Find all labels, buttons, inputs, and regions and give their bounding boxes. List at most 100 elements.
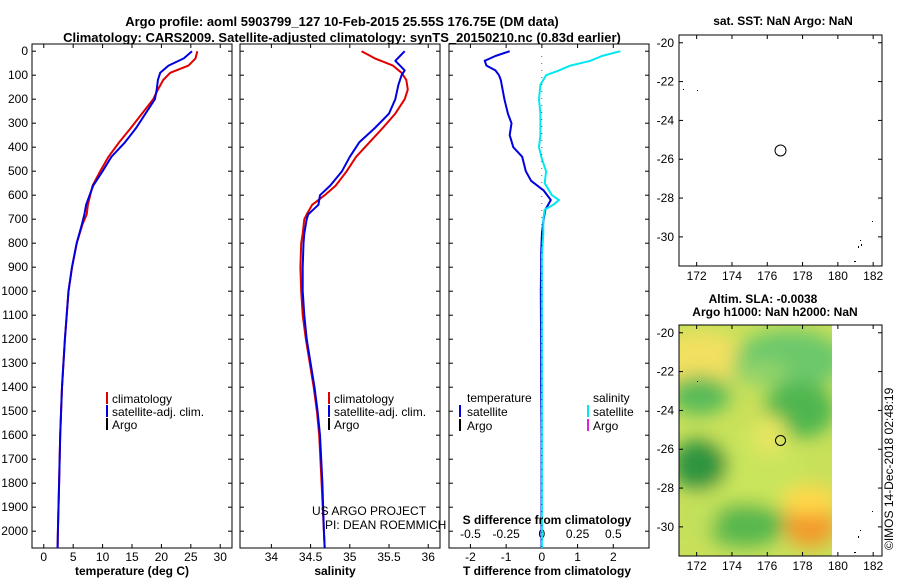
map-x-tick-label: 180 (828, 269, 848, 283)
map-y-tick-label: -28 (657, 191, 675, 205)
legend-salinity-heading: salinity (593, 391, 630, 405)
figure-title-line2: Climatology: CARS2009. Satellite-adjuste… (63, 30, 621, 45)
s-diff-tick-label: -0.25 (492, 527, 520, 541)
climatology-line (299, 50, 409, 548)
x-tick-label: 34.5 (299, 550, 323, 564)
s-diff-tick-label: -0.5 (460, 527, 481, 541)
x-tick-label: 20 (155, 550, 169, 564)
difference-legend: temperature satellite Argo salinity sate… (459, 391, 634, 433)
map-x-tick-label: 182 (863, 269, 883, 283)
map-y-tick-label: -30 (657, 520, 675, 534)
map-x-tick-label: 178 (793, 559, 813, 573)
difference-panel-frame (448, 43, 650, 549)
map-x-tick-label: 182 (863, 559, 883, 573)
satellite-adj-clim--line (301, 50, 406, 548)
depth-tick-label: 1700 (1, 452, 28, 466)
depth-tick-label: 1200 (1, 332, 28, 346)
depth-tick-label: 1800 (1, 476, 28, 490)
salinity-legend: climatology satellite-adj. clim. Argo (328, 392, 426, 432)
depth-axis: 0 100 200 300 400 500 600 700 800 900 1000 1100 1200… (1, 44, 649, 538)
map-y-tick-label: -20 (657, 326, 675, 340)
depth-tick-label: 900 (8, 260, 28, 274)
x-tick-label: 1 (574, 550, 581, 564)
map-y-tick-label: -30 (657, 230, 675, 244)
map-x-tick-label: 180 (828, 559, 848, 573)
satellite-adj-clim--line (56, 50, 193, 548)
legend-s-satellite-label: satellite (593, 405, 634, 419)
sst-coastline-dots (683, 89, 873, 262)
map-y-tick-label: -22 (657, 75, 675, 89)
x-tick-label: 5 (70, 550, 77, 564)
x-tick-label: 34 (265, 550, 279, 564)
map-y-tick-label: -26 (657, 442, 675, 456)
x-tick-label: 15 (125, 550, 139, 564)
salinity-x-axis: 34 34.5 35 35.5 36 (265, 44, 435, 564)
climatology-line (56, 50, 199, 548)
x-tick-label: 30 (214, 550, 228, 564)
depth-tick-label: 300 (8, 116, 28, 130)
credit-line1: US ARGO PROJECT (312, 504, 427, 518)
depth-tick-label: 100 (8, 68, 28, 82)
map-x-tick-label: 172 (687, 559, 707, 573)
map-y-tick-label: -24 (657, 403, 675, 417)
map-x-tick-label: 174 (722, 269, 742, 283)
legend-climatology-label: climatology (112, 392, 172, 406)
map-x-tick-label: 176 (757, 559, 777, 573)
depth-tick-label: 1000 (1, 284, 28, 298)
salinity-xlabel: salinity (314, 564, 356, 578)
depth-tick-label: 600 (8, 188, 28, 202)
sst-map-axes: 172 174 176 178 180 182 -20 -22 -24 -26 -28 -30 (657, 35, 884, 283)
x-tick-label: 10 (96, 550, 110, 564)
legend-s-argo-label: Argo (593, 419, 619, 433)
temperature-xlabel: temperature (deg C) (75, 564, 189, 578)
depth-tick-label: 1600 (1, 428, 28, 442)
depth-tick-label: 800 (8, 236, 28, 250)
sla-map-title-line1: Altim. SLA: -0.0038 (709, 292, 818, 306)
sla-map-frame (678, 324, 883, 557)
depth-tick-label: 400 (8, 140, 28, 154)
t-difference-xlabel: T difference from climatology (463, 564, 631, 578)
map-y-tick-label: -20 (657, 36, 675, 50)
sla-coastline-dots (697, 381, 873, 553)
map-x-tick-label: 178 (793, 269, 813, 283)
legend-satellite-label: satellite-adj. clim. (334, 405, 426, 419)
profile-location-marker (774, 144, 787, 157)
x-tick-label: 35.5 (377, 550, 401, 564)
legend-t-argo-label: Argo (467, 419, 493, 433)
legend-temperature-heading: temperature (467, 391, 532, 405)
temperature-x-axis: 0 5 10 15 20 25 30 (40, 44, 227, 564)
depth-tick-label: 1300 (1, 356, 28, 370)
s-diff-tick-label: 0.5 (605, 527, 622, 541)
sla-map-title-line2: Argo h1000: NaN h2000: NaN (692, 305, 857, 319)
depth-tick-label: 1100 (2, 308, 28, 322)
map-y-tick-label: -26 (657, 152, 675, 166)
temperature-legend: climatology satellite-adj. clim. Argo (106, 392, 204, 432)
temperature-panel-frame (31, 43, 233, 549)
temperature-series (56, 50, 199, 548)
x-tick-label: -2 (465, 550, 476, 564)
legend-climatology-label: climatology (334, 392, 394, 406)
depth-tick-label: 700 (8, 212, 28, 226)
x-tick-label: 0 (40, 550, 47, 564)
legend-argo-label: Argo (334, 418, 360, 432)
x-tick-label: 0 (539, 550, 546, 564)
depth-tick-label: 1400 (1, 380, 28, 394)
sst-map-frame (678, 34, 883, 267)
map-x-tick-label: 176 (757, 269, 777, 283)
depth-tick-label: 500 (8, 164, 28, 178)
s-difference-xlabel: S difference from climatology (463, 513, 632, 527)
salinity-series (299, 50, 409, 548)
depth-tick-label: 1500 (1, 404, 28, 418)
legend-t-satellite-label: satellite (467, 405, 508, 419)
profile-location-marker (775, 435, 786, 446)
sla-map-axes: 172 174 176 178 180 182 -20 -22 -24 -26 -28 -30 (657, 325, 884, 573)
depth-tick-label: 1900 (1, 500, 28, 514)
s-diff-tick-label: 0.25 (566, 527, 590, 541)
map-y-tick-label: -22 (657, 365, 675, 379)
map-y-tick-label: -24 (657, 113, 675, 127)
map-x-tick-label: 174 (722, 559, 742, 573)
map-x-tick-label: 172 (687, 269, 707, 283)
sst-map-title: sat. SST: NaN Argo: NaN (713, 14, 853, 28)
map-y-tick-label: -28 (657, 481, 675, 495)
